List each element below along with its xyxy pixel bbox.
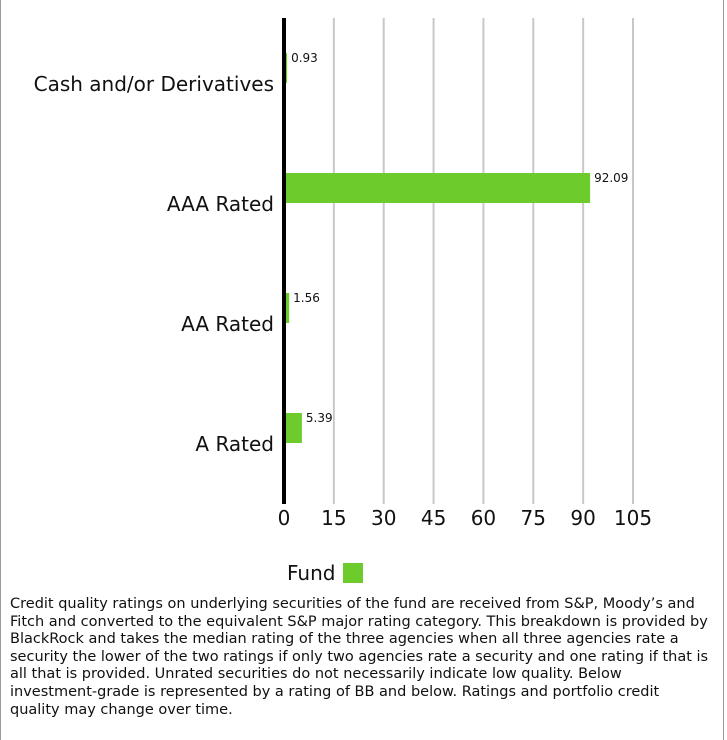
category-label: A Rated xyxy=(195,432,274,456)
bar xyxy=(284,413,302,443)
credit-quality-footnote: Credit quality ratings on underlying sec… xyxy=(10,596,709,718)
bar xyxy=(284,173,591,203)
chart-legend: Fund xyxy=(287,561,364,585)
credit-quality-chart: Cash and/or Derivatives AAA Rated AA Rated… xyxy=(34,18,652,530)
legend-swatch xyxy=(343,563,364,583)
category-label: Cash and/or Derivatives xyxy=(34,72,274,96)
bar xyxy=(284,293,290,323)
x-tick-label: 90 xyxy=(570,506,595,530)
data-label: 92.09 xyxy=(594,171,628,185)
x-tick-label: 75 xyxy=(521,506,546,530)
data-label: 0.93 xyxy=(291,51,318,65)
legend-label: Fund xyxy=(287,561,336,585)
x-tick-label: 30 xyxy=(371,506,396,530)
category-label: AA Rated xyxy=(181,312,274,336)
data-label: 5.39 xyxy=(306,411,333,425)
category-label: AAA Rated xyxy=(167,192,274,216)
x-tick-label: 45 xyxy=(421,506,446,530)
x-tick-label: 15 xyxy=(321,506,346,530)
data-label: 1.56 xyxy=(293,291,320,305)
x-tick-label: 105 xyxy=(614,506,652,530)
x-tick-label: 0 xyxy=(278,506,291,530)
x-tick-label: 60 xyxy=(471,506,496,530)
